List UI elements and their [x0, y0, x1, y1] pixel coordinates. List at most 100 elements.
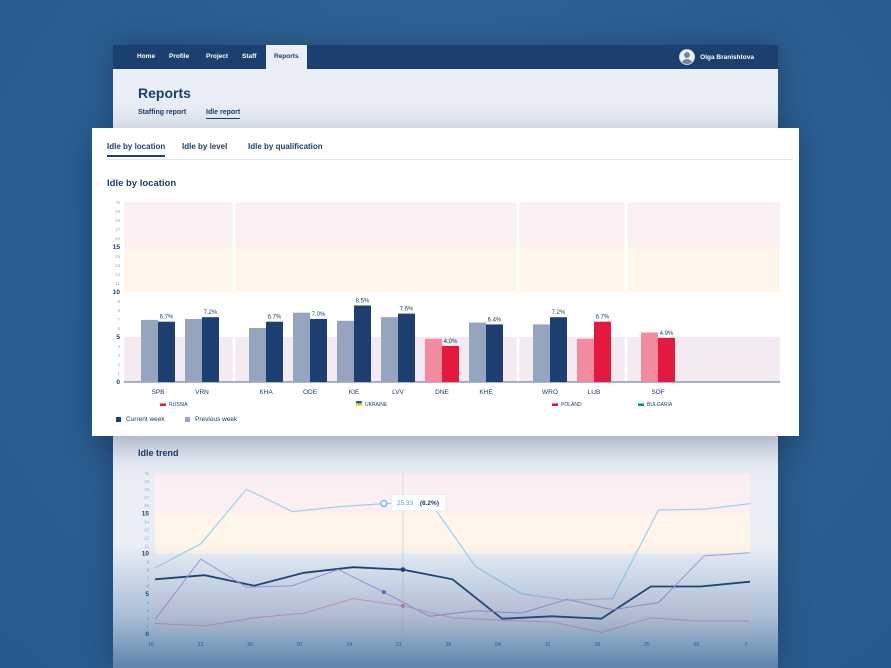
- y-tick-label: 17: [144, 495, 150, 500]
- avatar[interactable]: [679, 49, 696, 65]
- flag-icon: [638, 403, 644, 406]
- nav-profile[interactable]: Profile: [169, 53, 190, 60]
- nav-home[interactable]: Home: [137, 53, 156, 60]
- user-name[interactable]: Olga Branishtova: [700, 53, 754, 61]
- bar-current-lvv: [398, 313, 415, 382]
- category-label: WRO: [542, 389, 558, 396]
- y-tick-label: 6: [146, 584, 149, 589]
- category-label: KHE: [479, 389, 493, 396]
- idle-by-location-chart: 012345678910111213141516171819%6.7%SPB7.…: [113, 200, 780, 408]
- y-tick-label: 12: [144, 535, 150, 540]
- tab-idle-by-level[interactable]: Idle by level: [182, 142, 228, 151]
- tab-idle-by-location[interactable]: Idle by location: [107, 142, 166, 157]
- bar-previous-lvv: [381, 317, 398, 382]
- tab-staffing-report[interactable]: Staffing report: [138, 109, 187, 116]
- flag-icon: [637, 400, 645, 404]
- legend-current-label: Current week: [126, 416, 165, 423]
- hover-point: [381, 590, 386, 595]
- category-label: ODE: [303, 389, 318, 396]
- flag-icon: [355, 400, 363, 404]
- category-label: VRN: [195, 389, 209, 396]
- y-tick-label: 12: [115, 272, 121, 277]
- user-menu[interactable]: Olga Branishtova: [679, 49, 754, 65]
- x-tick-label: 16: [148, 642, 154, 648]
- y-tick-label: 0: [145, 631, 149, 638]
- tooltip-percent: (8.2%): [420, 500, 439, 507]
- data-label: 7.6%: [400, 307, 414, 313]
- bar-previous-sof: [641, 332, 658, 382]
- data-label: 6.7%: [596, 315, 610, 321]
- nav-reports[interactable]: Reports: [266, 45, 307, 69]
- bar-previous-kie: [337, 320, 354, 382]
- bar-previous-lub: [577, 338, 594, 382]
- x-tick-label: 18: [594, 642, 600, 648]
- data-label: 6.7%: [160, 315, 174, 321]
- y-tick-label: 10: [113, 289, 121, 296]
- y-tick-label: 2: [146, 616, 149, 621]
- y-tick-label: 15: [113, 244, 121, 251]
- legend-previous-label: Previous week: [195, 416, 238, 423]
- y-tick-label: 18: [115, 218, 121, 223]
- x-tick-label: 30: [247, 642, 253, 648]
- hover-point: [380, 499, 388, 508]
- category-label: KIE: [349, 389, 360, 396]
- bar-current-dne: [442, 346, 459, 382]
- group-label: BULGARIA: [647, 402, 673, 408]
- y-tick-label: 14: [144, 519, 150, 524]
- bar-current-ode: [310, 319, 327, 382]
- category-label: SPB: [151, 389, 164, 396]
- y-tick-label: 5: [145, 591, 149, 598]
- y-tick-label: 4: [146, 600, 149, 605]
- bar-current-spb: [158, 321, 175, 382]
- y-tick-label: 18: [144, 487, 150, 492]
- bar-current-kie: [354, 305, 371, 382]
- y-tick-label: 9: [146, 560, 149, 565]
- x-tick-label: 28: [446, 642, 452, 648]
- y-tick-label: 5: [116, 334, 120, 341]
- y-tick-label: 13: [115, 263, 121, 268]
- bar-current-kha: [266, 321, 283, 382]
- y-tick-label: 7: [117, 317, 120, 322]
- tooltip: [391, 494, 447, 511]
- threshold-band: [155, 473, 750, 514]
- bar-previous-khe: [469, 322, 486, 382]
- y-tick-label: 17: [115, 227, 121, 232]
- bar-current-khe: [486, 324, 503, 382]
- nav-project[interactable]: Project: [206, 53, 229, 60]
- bar-previous-dne: [425, 338, 442, 382]
- bar-current-vrn: [202, 317, 219, 382]
- group-label: UKRAINE: [365, 402, 388, 408]
- x-tick-label: 07: [297, 642, 303, 648]
- y-tick-label: 11: [144, 543, 149, 548]
- bar-previous-spb: [141, 319, 158, 382]
- top-navigation: Home Profile Project Staff Reports Olga …: [113, 45, 778, 69]
- group-label: POLAND: [561, 402, 582, 408]
- y-tick-label: 3: [117, 353, 120, 358]
- trend-series-line: [154, 488, 751, 601]
- bar-previous-wro: [533, 324, 550, 382]
- flag-icon: [160, 403, 166, 406]
- y-tick-label: %: [145, 471, 149, 476]
- y-tick-label: 8: [117, 308, 120, 313]
- y-tick-label: 13: [144, 527, 150, 532]
- y-tick-label: 3: [146, 608, 149, 613]
- x-tick-label: 23: [198, 642, 204, 648]
- legend-current-swatch: [116, 417, 121, 422]
- hover-point: [400, 567, 406, 572]
- x-tick-label: 7: [745, 642, 748, 648]
- data-label: 7.2%: [204, 310, 218, 316]
- threshold-band: [124, 202, 780, 247]
- trend-title: Idle trend: [138, 448, 179, 458]
- x-tick-label: 21: [396, 642, 402, 648]
- data-label: 8.5%: [356, 299, 370, 305]
- nav-staff[interactable]: Staff: [242, 53, 257, 60]
- bar-previous-ode: [293, 312, 310, 382]
- category-label: LUB: [588, 389, 601, 396]
- tab-idle-report[interactable]: Idle report: [206, 109, 241, 119]
- idle-location-card: Idle by location Idle by level Idle by q…: [92, 128, 799, 436]
- tab-idle-by-qualification[interactable]: Idle by qualification: [248, 142, 323, 151]
- page-title: Reports: [138, 85, 191, 101]
- data-label: 7.0%: [312, 312, 326, 318]
- bar-current-sof: [658, 337, 675, 382]
